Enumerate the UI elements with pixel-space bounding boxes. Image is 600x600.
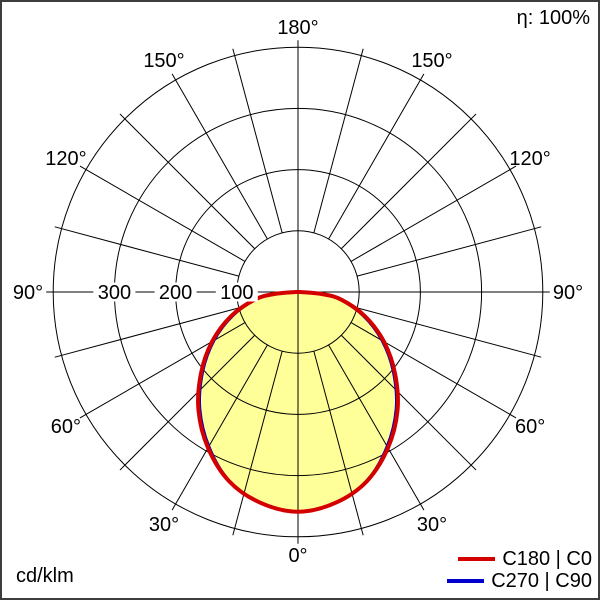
grid-spoke [54, 226, 240, 277]
grid-spoke [119, 113, 256, 250]
unit-label: cd/klm [16, 565, 74, 587]
grid-spoke [313, 48, 364, 234]
grid-spoke [171, 73, 268, 240]
grid-spoke [54, 307, 240, 358]
grid-spoke [350, 322, 517, 419]
radial-tick-label: 200 [159, 282, 192, 304]
grid-spoke [119, 334, 256, 471]
angle-label: 120° [509, 148, 550, 170]
angle-label: 120° [45, 148, 86, 170]
grid-spoke [340, 334, 477, 471]
grid-spoke [350, 165, 517, 262]
curve-c180-c0 [196, 290, 400, 514]
grid-spoke [79, 322, 246, 419]
angle-label: 90° [13, 282, 43, 304]
grid-spoke [328, 73, 425, 240]
grid-spoke [79, 165, 246, 262]
radial-tick-label: 300 [98, 282, 131, 304]
grid-spoke [328, 344, 425, 511]
angle-label: 60° [51, 416, 81, 438]
angle-label: 60° [515, 416, 545, 438]
grid-spoke [356, 307, 542, 358]
angle-label: 150° [143, 50, 184, 72]
angle-label: 180° [277, 17, 318, 39]
legend-item-c90: C270 | C90 [447, 570, 592, 592]
angle-label: 0° [288, 545, 307, 567]
grid-spoke [232, 48, 283, 234]
angle-label: 30° [417, 514, 447, 536]
legend-label-c90: C270 | C90 [491, 569, 592, 592]
radial-tick-bg [154, 282, 197, 302]
legend-item-c0: C180 | C0 [447, 548, 592, 570]
grid-spoke [232, 350, 283, 536]
legend-label-c0: C180 | C0 [502, 547, 592, 570]
radial-tick-bg [215, 282, 258, 302]
legend-line-c0 [458, 557, 496, 561]
radial-tick-bg [93, 282, 136, 302]
angle-label: 90° [553, 282, 583, 304]
angle-label: 150° [411, 50, 452, 72]
legend: C180 | C0 C270 | C90 [447, 548, 592, 592]
efficiency-label: η: 100% [516, 7, 590, 29]
grid-spoke [356, 226, 542, 277]
grid-spoke [171, 344, 268, 511]
grid-spoke [340, 113, 477, 250]
legend-line-c90 [447, 579, 485, 583]
radial-tick-label: 100 [220, 282, 253, 304]
angle-label: 30° [149, 514, 179, 536]
grid-spoke [313, 350, 364, 536]
